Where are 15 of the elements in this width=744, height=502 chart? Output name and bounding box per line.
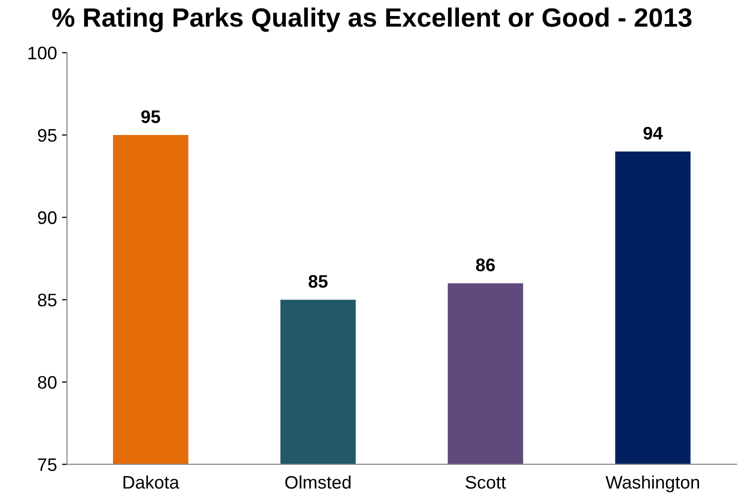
- x-tick-label: Washington: [606, 475, 700, 492]
- data-label: 95: [141, 110, 160, 124]
- x-tick-label: Olmsted: [285, 475, 351, 489]
- y-tick-label: 80: [38, 376, 57, 389]
- data-label: 94: [643, 126, 663, 140]
- y-tick-label: 100: [28, 46, 57, 60]
- data-label: 86: [476, 258, 495, 272]
- y-tick-label: 90: [38, 211, 57, 224]
- y-tick-label: 75: [38, 458, 56, 472]
- y-tick-label: 95: [38, 128, 56, 142]
- x-tick-label: Scott: [466, 476, 506, 489]
- x-tick-label: Dakota: [124, 475, 180, 489]
- y-tick-label: 85: [38, 294, 56, 306]
- data-label: 85: [308, 275, 328, 288]
- chart-title: % Rating Parks Quality as Excellent or Good - 2013: [52, 8, 692, 32]
